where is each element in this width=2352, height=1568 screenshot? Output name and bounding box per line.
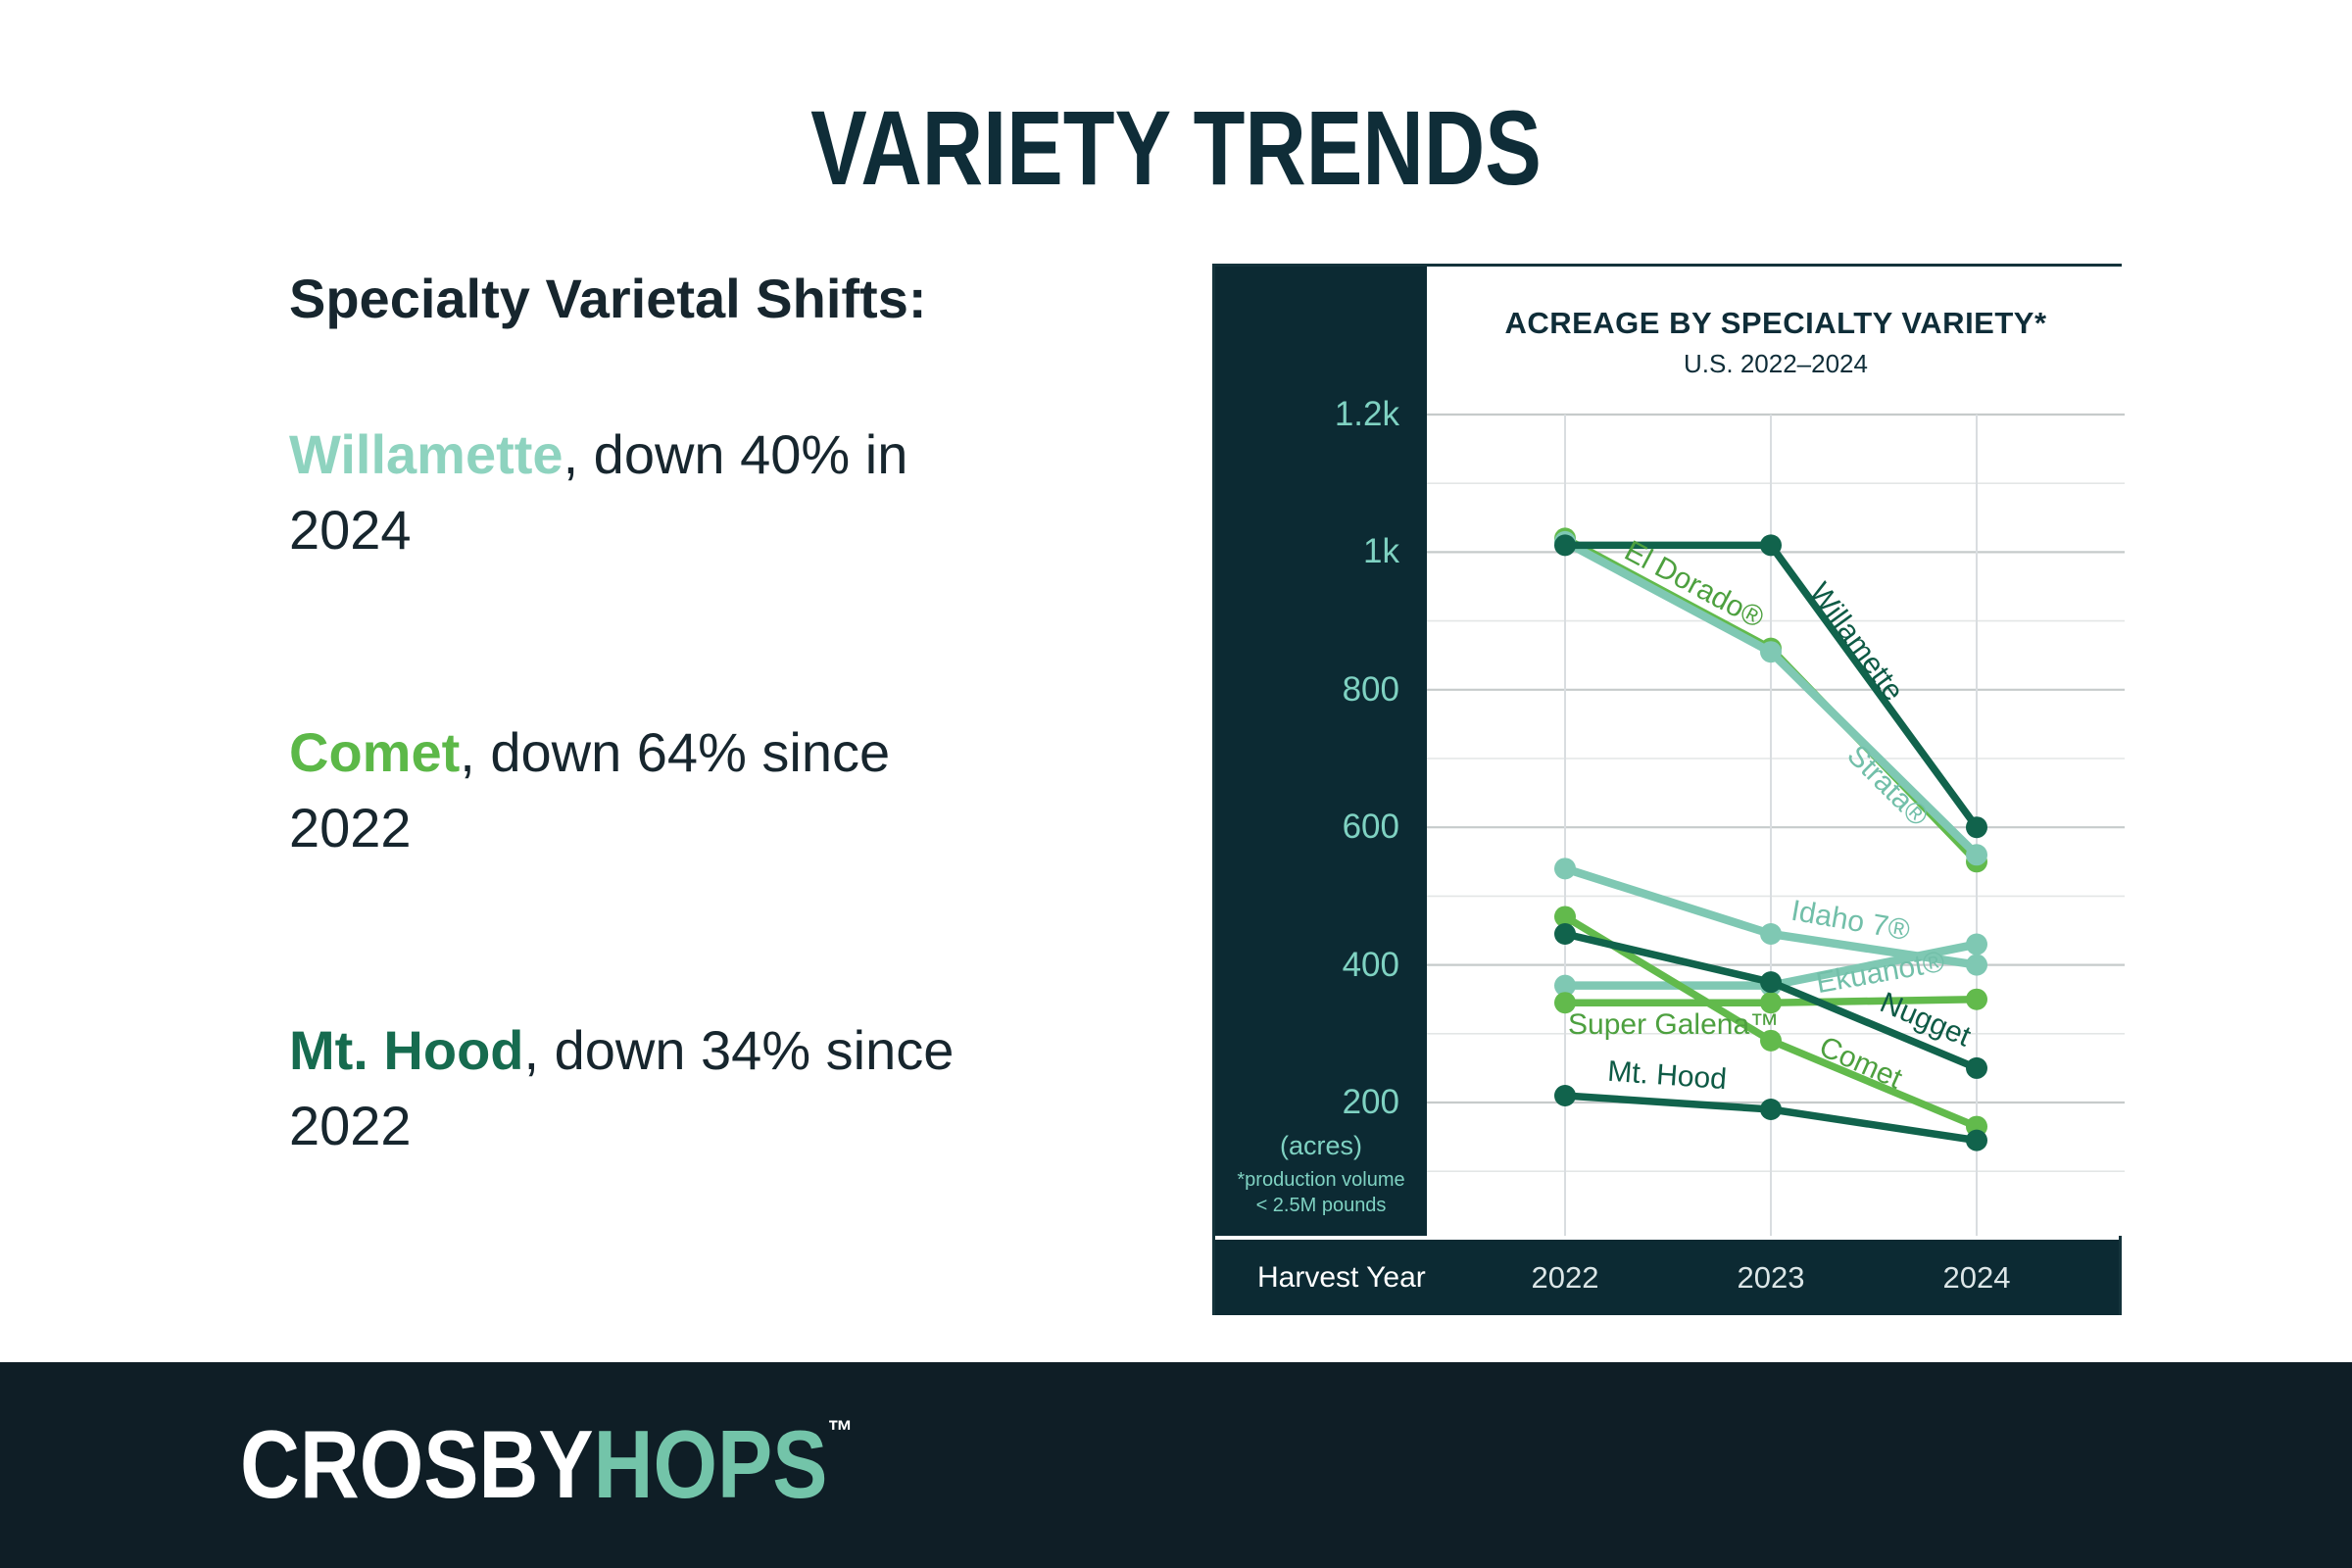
series-label-Comet: Comet [1815,1031,1908,1096]
variety-name: Willamette [289,423,564,485]
y-axis-unit: (acres) [1279,1131,1362,1160]
bullet-willamette: Willamette, down 40% in 2024 [289,416,975,567]
data-point [1966,816,1987,839]
data-point [1554,923,1576,946]
chart-footnote-2: < 2.5M pounds [1255,1195,1387,1216]
data-point [1760,1029,1782,1052]
series-label-Mt. Hood: Mt. Hood [1606,1055,1728,1096]
logo-crosby: CROSBY [240,1410,594,1518]
data-point [1554,1084,1576,1106]
series-label-Super Galena™: Super Galena™ [1568,1008,1779,1041]
variety-name: Mt. Hood [289,1019,524,1081]
data-point [1554,534,1576,557]
data-point [1760,971,1782,994]
chart-footnote-1: *production volume [1237,1169,1405,1191]
data-point [1760,992,1782,1014]
axis-unit-block: (acres) *production volume < 2.5M pounds [1215,1131,1427,1218]
data-point [1966,1129,1987,1152]
data-point [1760,641,1782,663]
acreage-chart: 1.2k 1k 800 600 400 200 (acres) *production v… [1212,264,2125,1315]
bullet-text: , down 34% since 2022 [289,1019,955,1156]
y-tick-400: 400 [1342,945,1399,984]
x-category-2024: 2024 [1942,1260,2011,1295]
bullet-text: , down 64% since 2022 [289,721,891,858]
chart-title: ACREAGE BY SPECIALTY VARIETY* [1504,306,2047,340]
bullet-mt-hood: Mt. Hood, down 34% since 2022 [289,1012,975,1163]
key-takeaways: Specialty Varietal Shifts: Willamette, d… [289,267,975,1310]
trademark-symbol: ™ [827,1415,854,1447]
bullet-comet: Comet, down 64% since 2022 [289,714,975,865]
bullet-text: , down 40% in 2024 [289,423,908,561]
y-tick-600: 600 [1342,808,1399,847]
series-label-Willamette: Willamette [1803,577,1910,708]
data-point [1966,1056,1987,1079]
data-point [1554,992,1576,1014]
x-axis-label: Harvest Year [1257,1261,1426,1294]
logo-hops: HOPS [593,1410,828,1518]
footer-bar: CROSBYHOPS™ [0,1362,2352,1568]
line-chart-canvas: El Dorado®Strata®Idaho 7®Ekuanot®Super G… [1427,413,2125,1236]
x-axis-band: Harvest Year 2022 2023 2024 [1215,1240,2119,1315]
data-point [1554,858,1576,880]
page-title: VARIETY TRENDS [810,88,1542,207]
data-point [1554,906,1576,928]
y-tick-800: 800 [1342,669,1399,709]
data-point [1554,974,1576,997]
data-point [1966,933,1987,956]
x-category-2022: 2022 [1531,1260,1599,1295]
crosby-hops-logo: CROSBYHOPS™ [240,1409,853,1520]
data-point [1966,954,1987,976]
plot-area: ACREAGE BY SPECIALTY VARIETY* U.S. 2022–… [1427,267,2125,1236]
chart-subtitle: U.S. 2022–2024 [1684,349,1868,378]
data-point [1760,923,1782,946]
y-tick-1k: 1k [1363,532,1399,571]
data-point [1760,534,1782,557]
x-category-2023: 2023 [1737,1260,1805,1295]
variety-name: Comet [289,721,461,783]
y-axis-panel: 1.2k 1k 800 600 400 200 (acres) *production v… [1215,267,1427,1236]
data-point [1966,988,1987,1010]
section-heading: Specialty Varietal Shifts: [289,268,927,329]
data-point [1966,844,1987,866]
data-point [1760,1099,1782,1121]
y-tick-1.2k: 1.2k [1334,395,1399,433]
y-tick-200: 200 [1342,1083,1399,1121]
